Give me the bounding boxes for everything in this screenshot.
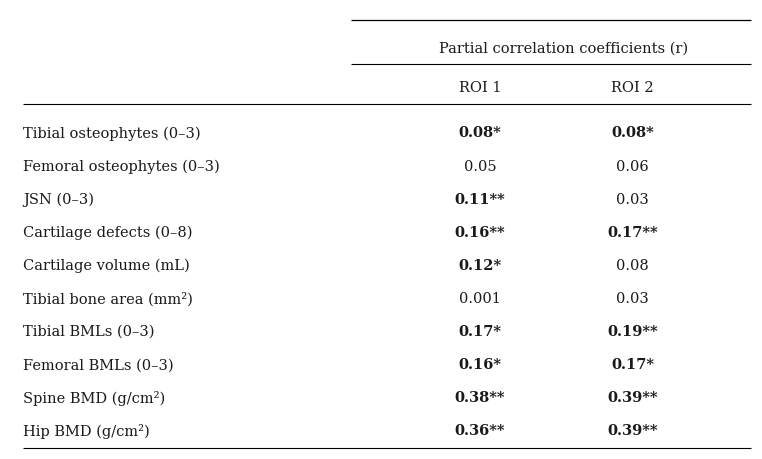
Text: Cartilage volume (mL): Cartilage volume (mL) (23, 258, 190, 273)
Text: 0.03: 0.03 (616, 192, 648, 206)
Text: Partial correlation coefficients (r): Partial correlation coefficients (r) (440, 41, 688, 55)
Text: 0.16*: 0.16* (459, 358, 501, 371)
Text: 0.39**: 0.39** (607, 424, 658, 437)
Text: 0.19**: 0.19** (607, 325, 658, 338)
Text: 0.05: 0.05 (464, 159, 496, 173)
Text: 0.36**: 0.36** (455, 424, 505, 437)
Text: ROI 2: ROI 2 (611, 81, 654, 95)
Text: 0.03: 0.03 (616, 291, 648, 305)
Text: Tibial bone area (mm²): Tibial bone area (mm²) (23, 291, 193, 306)
Text: Hip BMD (g/cm²): Hip BMD (g/cm²) (23, 423, 149, 438)
Text: 0.001: 0.001 (459, 291, 501, 305)
Text: Cartilage defects (0–8): Cartilage defects (0–8) (23, 225, 192, 240)
Text: 0.39**: 0.39** (607, 391, 658, 404)
Text: Tibial BMLs (0–3): Tibial BMLs (0–3) (23, 325, 155, 338)
Text: JSN (0–3): JSN (0–3) (23, 192, 94, 207)
Text: 0.17*: 0.17* (459, 325, 501, 338)
Text: Femoral BMLs (0–3): Femoral BMLs (0–3) (23, 358, 174, 371)
Text: 0.12*: 0.12* (459, 258, 501, 272)
Text: 0.08: 0.08 (616, 258, 648, 272)
Text: Femoral osteophytes (0–3): Femoral osteophytes (0–3) (23, 159, 219, 174)
Text: 0.08*: 0.08* (611, 126, 654, 140)
Text: Spine BMD (g/cm²): Spine BMD (g/cm²) (23, 390, 165, 405)
Text: 0.38**: 0.38** (455, 391, 505, 404)
Text: 0.06: 0.06 (616, 159, 648, 173)
Text: Tibial osteophytes (0–3): Tibial osteophytes (0–3) (23, 126, 200, 140)
Text: 0.17**: 0.17** (607, 225, 658, 239)
Text: 0.11**: 0.11** (455, 192, 505, 206)
Text: 0.17*: 0.17* (611, 358, 654, 371)
Text: ROI 1: ROI 1 (459, 81, 501, 95)
Text: 0.16**: 0.16** (455, 225, 505, 239)
Text: 0.08*: 0.08* (459, 126, 501, 140)
